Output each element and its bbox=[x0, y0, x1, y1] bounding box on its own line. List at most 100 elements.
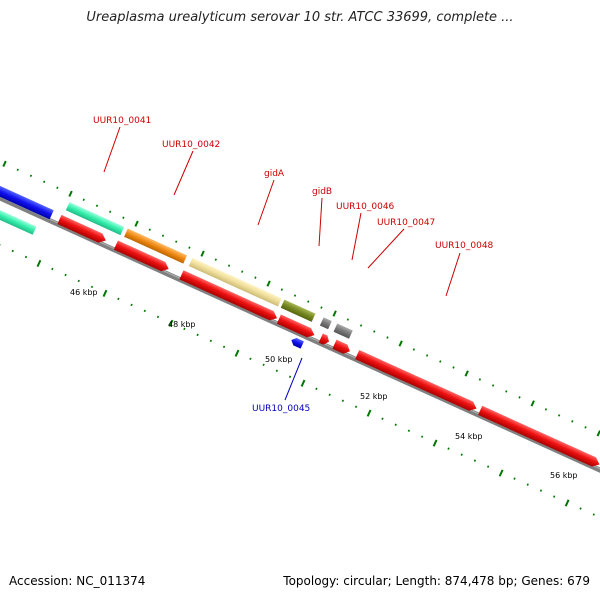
outer-tick bbox=[280, 288, 283, 291]
inner-tick bbox=[275, 369, 278, 373]
outer-tick bbox=[2, 160, 7, 167]
inner-tick bbox=[130, 303, 133, 307]
label-uur10-0041: UUR10_0041 bbox=[93, 116, 151, 126]
inner-tick bbox=[249, 357, 252, 361]
inner-tick bbox=[209, 339, 212, 343]
outer-tick bbox=[505, 390, 508, 393]
inner-tick bbox=[407, 429, 411, 432]
inner-tick bbox=[526, 483, 529, 486]
outer-tick bbox=[161, 234, 165, 237]
cds-uur10-0048[interactable] bbox=[355, 350, 478, 413]
inner-tick bbox=[262, 363, 265, 367]
outer-tick bbox=[332, 310, 337, 317]
feature-gray-0046 bbox=[319, 317, 332, 330]
outer-tick bbox=[557, 414, 561, 417]
inner-tick bbox=[77, 279, 80, 283]
outer-tick bbox=[95, 204, 99, 207]
feature-teal-inner bbox=[0, 195, 37, 235]
outer-tick bbox=[122, 216, 125, 219]
inner-tick bbox=[183, 327, 186, 331]
inner-tick bbox=[513, 477, 516, 480]
outer-tick bbox=[241, 270, 244, 273]
outer-tick bbox=[188, 246, 191, 249]
feature-khaki-gida bbox=[188, 257, 282, 307]
scale-label-48: 48 kbp bbox=[168, 320, 196, 329]
label-gida: gidA bbox=[264, 169, 285, 179]
scale-label-46: 46 kbp bbox=[70, 288, 98, 297]
outer-tick bbox=[544, 408, 548, 411]
genome-summary: Topology: circular; Length: 874,478 bp; … bbox=[283, 574, 590, 588]
inner-tick bbox=[90, 285, 94, 289]
inner-tick bbox=[102, 289, 108, 297]
inner-tick bbox=[486, 465, 490, 468]
outer-tick bbox=[439, 360, 442, 363]
outer-tick bbox=[464, 370, 469, 377]
inner-tick bbox=[394, 423, 397, 426]
inner-tick bbox=[11, 249, 14, 253]
cds-gida[interactable] bbox=[179, 270, 279, 322]
cds-gidb[interactable] bbox=[276, 314, 317, 339]
outer-tick bbox=[530, 400, 535, 407]
outer-tick bbox=[425, 354, 429, 357]
inner-tick bbox=[553, 495, 556, 498]
inner-tick bbox=[24, 255, 28, 259]
outer-tick bbox=[29, 174, 33, 178]
cds-uur10-0041[interactable] bbox=[57, 214, 108, 245]
outer-tick bbox=[293, 294, 297, 297]
inner-tick bbox=[341, 399, 345, 402]
callout-lines bbox=[103, 126, 461, 401]
inner-tick bbox=[168, 319, 174, 327]
outer-tick bbox=[254, 276, 257, 279]
inner-tick-ring bbox=[0, 243, 595, 516]
outer-tick bbox=[491, 384, 495, 387]
inner-tick bbox=[366, 409, 372, 417]
outer-tick bbox=[571, 420, 574, 423]
outer-tick bbox=[214, 258, 217, 261]
scale-label-54: 54 kbp bbox=[455, 432, 483, 441]
inner-tick bbox=[592, 513, 595, 516]
outer-tick bbox=[307, 300, 310, 303]
inner-tick bbox=[196, 333, 199, 337]
map-title: Ureaplasma urealyticum serovar 10 str. A… bbox=[86, 10, 514, 25]
inner-tick bbox=[354, 405, 358, 408]
label-uur10-0048: UUR10_0048 bbox=[435, 241, 494, 251]
cds-uur10-0046[interactable] bbox=[318, 333, 331, 346]
inner-tick bbox=[328, 393, 331, 396]
label-gidb: gidB bbox=[312, 187, 332, 197]
outer-tick bbox=[386, 336, 389, 339]
cds-uur10-0042[interactable] bbox=[113, 240, 171, 274]
outer-tick bbox=[16, 168, 19, 172]
inner-tick bbox=[460, 453, 463, 456]
inner-tick bbox=[288, 375, 292, 379]
cds-uur10-0045[interactable] bbox=[290, 336, 304, 349]
feature-olive-gidb bbox=[280, 299, 316, 322]
scale-label-50: 50 kbp bbox=[265, 355, 293, 364]
label-uur10-0045: UUR10_0045 bbox=[252, 404, 310, 414]
feature-orange-0042 bbox=[124, 228, 188, 264]
inner-tick bbox=[432, 439, 438, 447]
inner-tick bbox=[498, 469, 504, 477]
inner-tick bbox=[234, 349, 240, 357]
inner-tick bbox=[117, 297, 120, 301]
inner-tick bbox=[51, 267, 54, 271]
outer-tick bbox=[266, 280, 271, 287]
inner-tick bbox=[315, 387, 318, 391]
outer-tick bbox=[175, 240, 178, 243]
outer-tick bbox=[478, 378, 482, 381]
outer-tick bbox=[109, 210, 112, 213]
cds-uur10-0047[interactable] bbox=[332, 339, 352, 356]
feature-blue-reverse bbox=[0, 175, 54, 220]
inner-tick bbox=[156, 315, 160, 319]
inner-tick bbox=[381, 417, 384, 420]
scale-label-52: 52 kbp bbox=[360, 392, 388, 401]
outer-tick bbox=[42, 180, 46, 184]
inner-tick bbox=[300, 379, 306, 387]
outer-tick bbox=[346, 318, 349, 321]
label-uur10-0046: UUR10_0046 bbox=[336, 202, 395, 212]
cds-next[interactable] bbox=[478, 405, 600, 469]
inner-tick bbox=[64, 273, 67, 277]
scale-label-56: 56 kbp bbox=[550, 471, 578, 480]
outer-tick bbox=[359, 324, 363, 327]
outer-tick bbox=[82, 198, 85, 201]
